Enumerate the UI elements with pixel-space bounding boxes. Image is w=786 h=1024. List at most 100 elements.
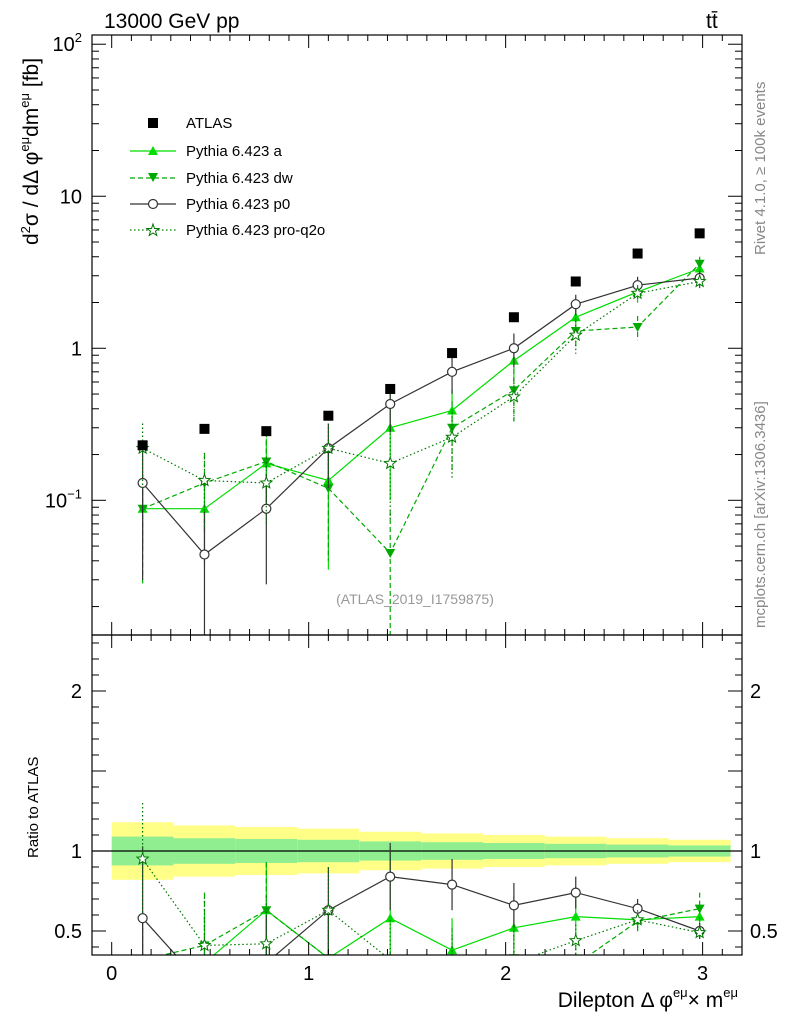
- main-y-tick-label: 1: [71, 338, 82, 360]
- legend-label-dw: Pythia 6.423 dw: [186, 170, 293, 187]
- main-data-point: [694, 259, 705, 269]
- analysis-watermark: (ATLAS_2019_I1759875): [336, 591, 494, 607]
- ratio-data-point: [694, 904, 705, 914]
- main-data-point: [137, 477, 148, 489]
- main-data-point: [445, 429, 460, 444]
- main-data-point: [630, 285, 645, 300]
- ratio-data-point: [692, 925, 707, 939]
- ratio-data-point: [385, 994, 395, 1003]
- ratio-data-point: [137, 913, 148, 924]
- ratio-data-point: [447, 945, 458, 955]
- ratio-series-line: [142, 875, 700, 955]
- ylabel-sup2: 2: [18, 226, 33, 233]
- main-data-point: [197, 473, 212, 487]
- legend-label-atlas: ATLAS: [186, 115, 232, 132]
- main-series-line: [142, 267, 700, 510]
- ratio-data-point: [200, 983, 209, 992]
- xlabel-main: Dilepton Δ φ: [558, 989, 673, 1012]
- legend: ATLAS Pythia 6.423 a Pythia 6.423 dw Pyt…: [130, 115, 325, 239]
- ratio-series-line: [160, 908, 700, 955]
- atlas-data-point: [137, 440, 148, 451]
- ratio-data-point: [135, 851, 150, 865]
- main-data-point: [570, 312, 581, 322]
- main-data-point: [385, 398, 396, 410]
- ratio-data-point: [632, 903, 643, 914]
- ratio-data-point: [570, 911, 581, 921]
- atlas-data-point: [323, 410, 334, 421]
- ratio-data-point: [321, 902, 336, 917]
- ratio-data-point: [571, 961, 581, 970]
- main-data-point: [385, 549, 396, 559]
- ratio-ylabel: Ratio to ATLAS: [25, 757, 42, 858]
- main-data-point: [199, 503, 210, 513]
- x-tick-label: 1: [303, 963, 314, 985]
- legend-label-a: Pythia 6.423 a: [186, 143, 283, 160]
- main-data-point: [508, 343, 520, 354]
- main-series-line: [142, 263, 701, 555]
- ratio-data-point: [570, 887, 581, 898]
- main-data-point: [259, 475, 274, 489]
- ratio-data-point: [199, 958, 209, 967]
- ylabel-sup-emu1: eμ: [17, 137, 32, 152]
- main-data-point: [323, 484, 334, 494]
- legend-label-proq2o: Pythia 6.423 pro-q2o: [186, 222, 325, 239]
- x-tick-label: 3: [697, 963, 708, 985]
- energy-label: 13000 GeV pp: [104, 10, 239, 33]
- atlas-data-point: [385, 383, 396, 394]
- main-data-point: [199, 549, 210, 560]
- main-y-tick-label: 102: [53, 30, 82, 56]
- ratio-data-point: [142, 954, 143, 955]
- atlas-data-point: [447, 348, 458, 359]
- ratio-data-point: [630, 912, 645, 926]
- ratio-data-point: [138, 956, 148, 965]
- main-data-point: [570, 299, 581, 310]
- x-tick-label: 0: [106, 963, 117, 985]
- main-y-tick-label: 10−1: [45, 486, 82, 512]
- main-data-point: [446, 366, 458, 377]
- x-tick-label: 2: [500, 963, 511, 985]
- ratio-frame: [91, 634, 743, 956]
- ratio-series-line: [212, 909, 700, 955]
- atlas-data-point: [508, 312, 519, 323]
- ylabel-dm: dm: [20, 108, 43, 137]
- legend-label-p0: Pythia 6.423 p0: [186, 196, 290, 213]
- legend-marker-a: [148, 146, 158, 155]
- ratio-y-tick-label-right: 1: [750, 841, 761, 863]
- ratio-data-point: [447, 956, 457, 965]
- legend-marker-atlas: [148, 118, 158, 128]
- ylabel-unit: [fb]: [20, 58, 43, 93]
- ratio-data-point: [568, 933, 583, 947]
- ratio-data-point: [446, 879, 458, 890]
- atlas-data-point: [570, 276, 581, 287]
- xlabel-times: × m: [688, 989, 724, 1012]
- main-ylabel: d2σ / dΔ φeμdmeμ [fb]: [17, 58, 43, 245]
- main-data-point: [568, 327, 583, 342]
- main-series-line: [142, 277, 700, 556]
- ratio-y-tick-label-left: 0.5: [54, 921, 82, 943]
- process-label: tt̄: [706, 10, 718, 33]
- ratio-y-tick-label-left: 1: [71, 841, 82, 863]
- legend-marker-proq2o: [145, 222, 161, 237]
- xlabel-sup2: eμ: [723, 985, 738, 1000]
- legend-marker-dw: [148, 173, 158, 182]
- main-y-tick-label: 10: [60, 186, 82, 208]
- main-data-point: [383, 455, 398, 470]
- ratio-y-tick-label-right: 2: [750, 681, 761, 703]
- atlas-data-point: [694, 228, 705, 239]
- main-data-point: [506, 389, 521, 403]
- ylabel-sigma: σ / dΔ φ: [20, 152, 43, 226]
- ylabel-d: d: [20, 233, 43, 245]
- ratio-data-point: [508, 900, 520, 911]
- xlabel: Dilepton Δ φeμ× meμ: [558, 985, 738, 1012]
- ratio-data-point: [385, 913, 396, 923]
- main-data-point: [261, 503, 272, 514]
- ratio-data-point: [694, 911, 705, 921]
- legend-marker-p0: [147, 198, 159, 210]
- ratio-data-point: [259, 936, 274, 950]
- ratio-data-point: [262, 959, 271, 968]
- atlas-data-point: [261, 426, 272, 437]
- rivet-label: Rivet 4.1.0, ≥ 100k events: [752, 82, 769, 255]
- ratio-series-line: [142, 858, 700, 955]
- atlas-data-point: [199, 423, 210, 434]
